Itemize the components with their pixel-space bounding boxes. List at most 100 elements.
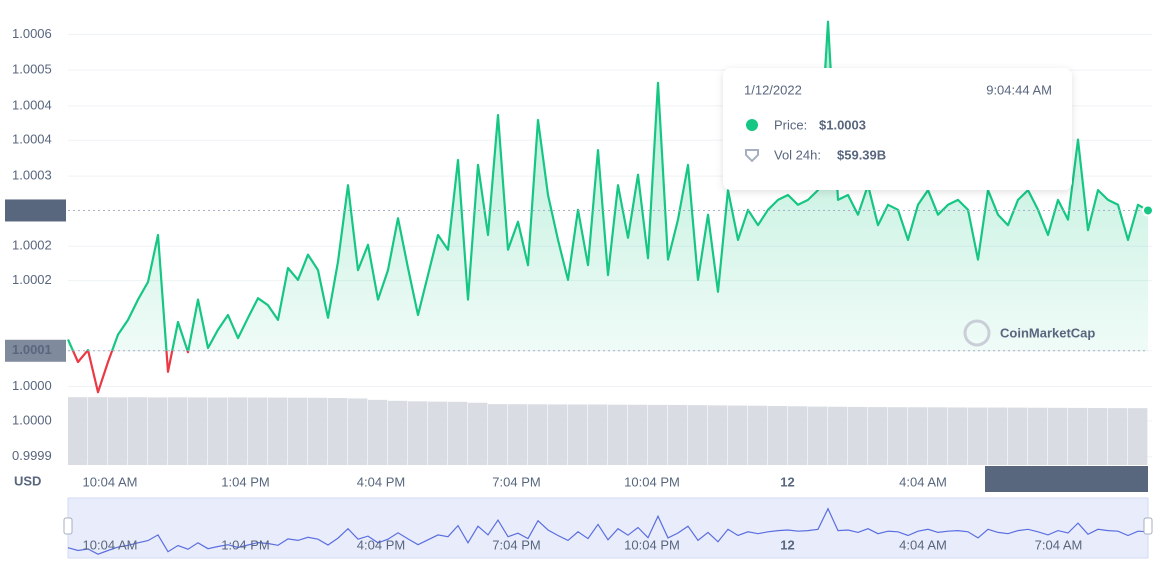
volume-bar [548,404,568,465]
navigator-label: 4:04 PM [357,537,405,552]
volume-bar [308,397,328,465]
volume-bar [1048,407,1068,465]
volume-bar [608,404,628,465]
volume-bar [948,407,968,465]
volume-bar [748,405,768,465]
x-tick-label: 12 [780,474,794,489]
crosshair-badge [985,466,1148,492]
volume-bar [668,404,688,465]
navigator-handle[interactable] [1143,517,1153,535]
volume-bar [708,405,728,465]
x-tick-label: 4:04 PM [357,474,405,489]
volume-bar [328,397,348,465]
volume-bar [868,407,888,465]
navigator-label: 1:04 PM [221,537,269,552]
volume-bar [928,407,948,465]
navigator-label: 7:04 AM [1035,537,1083,552]
volume-bar [728,405,748,465]
tooltip-price-label: Price: [774,117,807,132]
volume-bar [108,397,128,465]
volume-bar [1068,407,1088,465]
volume-bar [268,397,288,465]
volume-bar [388,400,408,465]
y-tick-label: 1.0004 [12,132,52,147]
volume-bar [128,397,148,465]
y-tick-label: 0.9999 [12,448,52,463]
volume-bar [1008,407,1028,465]
volume-bar [988,407,1008,465]
watermark-logo [963,319,991,347]
volume-bar [248,397,268,465]
x-tick-label: 1:04 PM [221,474,269,489]
x-tick-label: 10:04 PM [624,474,680,489]
tooltip-dot [746,119,758,131]
navigator-line [67,507,1149,555]
y-tick-label: 1.0004 [12,97,52,112]
volume-bar [168,397,188,465]
volume-bar [88,397,108,465]
y-tick-label: 1.0006 [12,26,52,41]
navigator-label: 12 [780,537,794,552]
price-line [66,20,1149,351]
volume-bar [528,404,548,465]
volume-bar [688,405,708,465]
x-tick-label: 4:04 AM [899,474,947,489]
y-tick-label: 1.0000 [12,378,52,393]
price-badge [5,339,66,362]
volume-bar [848,406,868,465]
watermark: CoinMarketCap [1000,325,1095,340]
navigator-label: 4:04 AM [899,537,947,552]
volume-bar [508,404,528,465]
navigator-handle[interactable] [63,517,73,535]
y-tick-label: 1.0005 [12,62,52,77]
volume-bar [488,404,508,465]
volume-bar [888,407,908,465]
y-tick-label: 1.0003 [12,168,52,183]
y-tick-label: 1.0002 [12,238,52,253]
current-dot [1142,204,1154,217]
volume-bar [348,398,368,465]
tooltip-vol-icon [745,149,759,163]
volume-bar [428,401,448,465]
volume-bar [208,397,228,465]
price-badge-label: 1.0003 [12,202,52,217]
tooltip-box [723,68,1072,190]
volume-bar [808,406,828,465]
y-tick-label: 1.0000 [12,412,52,427]
volume-bar [828,406,848,465]
volume-bar [1028,407,1048,465]
tooltip-time: 9:04:44 AM [986,82,1052,97]
tooltip-volume-label: Vol 24h: [774,147,821,162]
volume-bar [368,399,388,465]
volume-bar [468,402,488,465]
volume-bar [568,404,588,465]
volume-bar [1128,408,1148,465]
volume-bar [628,404,648,465]
tooltip-price: $1.0003 [819,117,866,132]
tooltip: 1/12/2022 9:04:44 AM Price: $1.0003 Vol 24h:… [723,68,1072,190]
volume-bar [648,404,668,465]
crosshair-label: 1/12/2022, 9:04:44 AM [999,471,1132,486]
x-tick-label: 7:04 PM [492,474,540,489]
volume-bar [408,401,428,465]
tooltip-volume: $59.39B [837,147,886,162]
volume-bar [968,407,988,465]
price-badge-label: 1.0001 [12,342,52,357]
volume-bar [1088,408,1108,465]
price-area [68,21,1148,351]
navigator-label: 10:04 PM [624,537,680,552]
volume-bar [908,407,928,465]
y-tick-label: 1.0002 [12,272,52,287]
axis-unit: USD [14,473,41,488]
tooltip-date: 1/12/2022 [744,82,802,97]
volume-bar [288,397,308,465]
price-badge [5,199,66,222]
volume-bar [188,397,208,465]
navigator-label: 10:04 AM [83,537,138,552]
volume-bar [768,406,788,465]
volume-bar [68,397,88,465]
volume-bar [448,401,468,465]
volume-bar [1108,408,1128,465]
volume-bar [148,397,168,465]
